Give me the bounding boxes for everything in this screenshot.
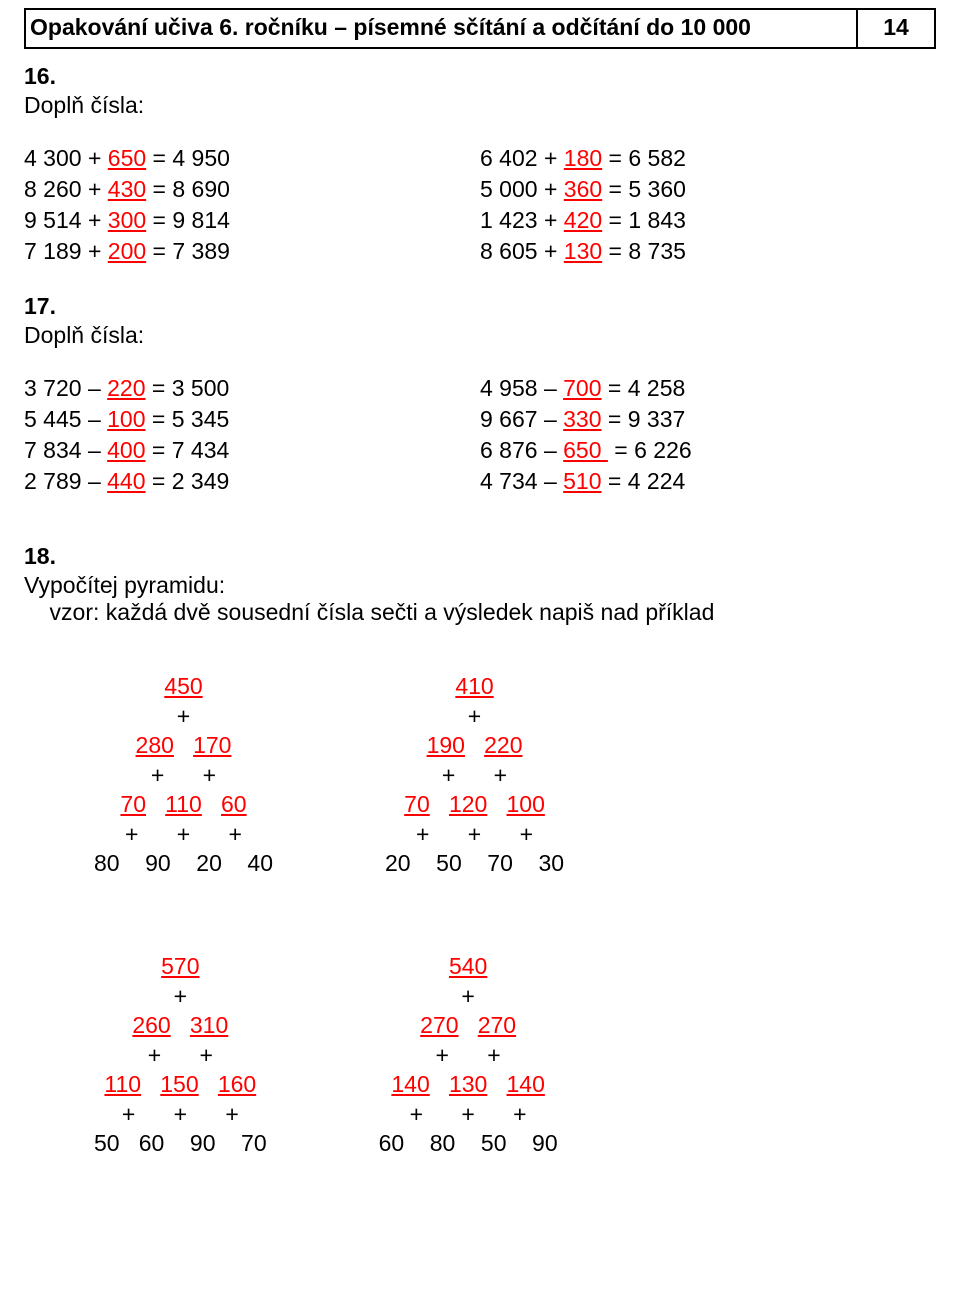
equation-line: 9 514 + 300 = 9 814 xyxy=(24,205,480,236)
equation-line: 5 445 – 100 = 5 345 xyxy=(24,404,480,435)
pyramid-1: 450+280 170+ +70 110 60+ + +80 90 20 40 xyxy=(94,672,273,878)
pyramid-plus-row: + + + xyxy=(94,820,273,849)
equation-line: 3 720 – 220 = 3 500 xyxy=(24,373,480,404)
equation-line: 8 605 + 130 = 8 735 xyxy=(480,236,936,267)
pyramid-plus-row: + + xyxy=(385,761,564,790)
equation-line: 7 834 – 400 = 7 434 xyxy=(24,435,480,466)
section-18-subtitle-2: vzor: každá dvě sousední čísla sečti a v… xyxy=(24,599,936,626)
section-16-subtitle: Doplň čísla: xyxy=(24,92,936,119)
pyramid-mid1: 280 170 xyxy=(94,731,273,760)
pyramid-3: 570+260 310+ +110 150 160+ + +50 60 90 7… xyxy=(94,952,267,1158)
pyramid-top: 450 xyxy=(94,672,273,701)
section-18-number: 18. xyxy=(24,543,936,570)
pyramid-mid2: 70 120 100 xyxy=(385,790,564,819)
pyramid-mid2: 110 150 160 xyxy=(94,1070,267,1099)
section-17-number: 17. xyxy=(24,293,936,320)
equation-line: 6 402 + 180 = 6 582 xyxy=(480,143,936,174)
pyramid-plus-row: + + + xyxy=(379,1100,558,1129)
pyramid-plus-row: + + + xyxy=(94,1100,267,1129)
pyramid-top: 570 xyxy=(94,952,267,981)
pyramid-plus-row: + + xyxy=(379,1041,558,1070)
pyramid-mid1: 260 310 xyxy=(94,1011,267,1040)
pyramid-base: 60 80 50 90 xyxy=(379,1129,558,1158)
equation-line: 1 423 + 420 = 1 843 xyxy=(480,205,936,236)
pyramid-4: 540+270 270+ +140 130 140+ + +60 80 50 9… xyxy=(379,952,558,1158)
pyramid-mid1: 270 270 xyxy=(379,1011,558,1040)
pyramid-mid2: 140 130 140 xyxy=(379,1070,558,1099)
pyramid-mid1: 190 220 xyxy=(385,731,564,760)
pyramid-plus-row: + xyxy=(94,982,267,1011)
page: Opakování učiva 6. ročníku – písemné sčí… xyxy=(0,0,960,1304)
equation-line: 9 667 – 330 = 9 337 xyxy=(480,404,936,435)
pyramids-row-1: 450+280 170+ +70 110 60+ + +80 90 20 40 … xyxy=(94,672,936,878)
pyramid-top: 540 xyxy=(379,952,558,981)
equation-line: 5 000 + 360 = 5 360 xyxy=(480,174,936,205)
equation-line: 2 789 – 440 = 2 349 xyxy=(24,466,480,497)
pyramid-plus-row: + xyxy=(379,982,558,1011)
equation-line: 7 189 + 200 = 7 389 xyxy=(24,236,480,267)
section-18-subtitle-1: Vypočítej pyramidu: xyxy=(24,572,936,599)
pyramids-row-2: 570+260 310+ +110 150 160+ + +50 60 90 7… xyxy=(94,952,936,1158)
pyramid-top: 410 xyxy=(385,672,564,701)
equation-line: 4 958 – 700 = 4 258 xyxy=(480,373,936,404)
pyramid-base: 20 50 70 30 xyxy=(385,849,564,878)
pyramid-base: 50 60 90 70 xyxy=(94,1129,267,1158)
page-title: Opakování učiva 6. ročníku – písemné sčí… xyxy=(26,10,856,47)
equation-line: 4 734 – 510 = 4 224 xyxy=(480,466,936,497)
pyramid-plus-row: + + + xyxy=(385,820,564,849)
section-16-equations: 4 300 + 650 = 4 9508 260 + 430 = 8 6909 … xyxy=(24,143,936,267)
pyramid-plus-row: + + xyxy=(94,761,273,790)
equation-line: 4 300 + 650 = 4 950 xyxy=(24,143,480,174)
equation-line: 8 260 + 430 = 8 690 xyxy=(24,174,480,205)
pyramid-plus-row: + xyxy=(385,702,564,731)
pyramid-plus-row: + xyxy=(94,702,273,731)
section-16-number: 16. xyxy=(24,63,936,90)
section-17-equations: 3 720 – 220 = 3 5005 445 – 100 = 5 3457 … xyxy=(24,373,936,497)
section-17-subtitle: Doplň čísla: xyxy=(24,322,936,349)
equation-line: 6 876 – 650 = 6 226 xyxy=(480,435,936,466)
pyramid-mid2: 70 110 60 xyxy=(94,790,273,819)
pyramid-base: 80 90 20 40 xyxy=(94,849,273,878)
page-number: 14 xyxy=(856,10,934,47)
pyramid-plus-row: + + xyxy=(94,1041,267,1070)
pyramid-2: 410+190 220+ +70 120 100+ + +20 50 70 30 xyxy=(385,672,564,878)
page-header: Opakování učiva 6. ročníku – písemné sčí… xyxy=(24,8,936,49)
